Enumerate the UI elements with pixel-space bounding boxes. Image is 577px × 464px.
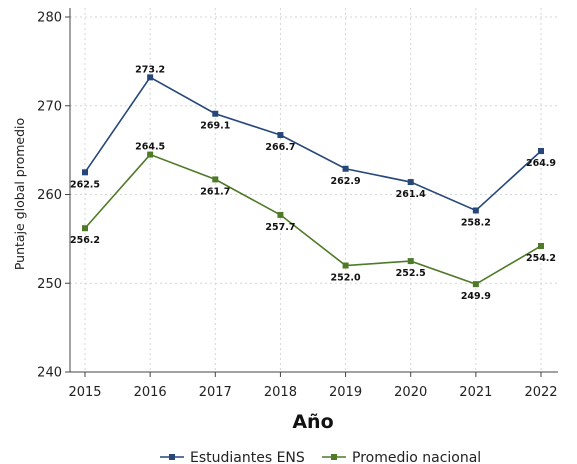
x-tick-label: 2019 [329,385,362,400]
data-label: 252.5 [396,268,426,279]
y-tick-label: 240 [37,366,62,381]
data-label: 258.2 [461,217,491,228]
data-point [342,262,349,269]
data-label: 249.9 [461,291,491,302]
data-point [472,207,479,214]
data-point [472,281,479,288]
data-label: 252.0 [331,273,361,284]
data-label: 257.7 [265,222,295,233]
series-line [84,76,542,212]
y-axis-title: Puntaje global promedio [12,118,27,270]
data-label: 269.1 [200,121,230,132]
x-tick-labels: 2015 2016 2017 2018 2019 2020 2021 2022 [68,385,557,400]
x-axis-title: Año [292,411,333,433]
series-line [84,153,542,286]
data-point [407,258,414,265]
x-tick-label: 2018 [264,385,297,400]
data-label: 264.5 [135,142,165,153]
x-tick-label: 2017 [199,385,232,400]
data-label: 256.2 [70,235,100,246]
legend-label: Promedio nacional [352,450,481,464]
grid-lines [70,8,558,373]
data-label: 264.9 [526,158,556,169]
data-point [212,110,219,117]
data-point [407,179,414,186]
data-label: 261.4 [396,189,426,200]
y-tick-label: 260 [37,188,62,203]
legend-marker [331,454,337,460]
data-label: 266.7 [265,142,295,153]
axes [65,8,558,377]
data-point [277,211,284,218]
series-promedio-nacional: 256.2 264.5 261.7 257.7 252.0 252.5 249.9 254.2 [70,142,556,303]
x-tick-label: 2015 [68,385,101,400]
data-point [82,225,88,232]
data-point [147,74,154,81]
legend: Estudiantes ENS Promedio nacional [160,450,481,464]
data-point [538,148,544,155]
data-point [277,132,284,139]
y-tick-label: 280 [37,11,62,26]
data-label: 262.5 [70,179,100,190]
series-group: 262.5 273.2 269.1 266.7 262.9 261.4 258.2 264.9… [70,64,556,302]
legend-label: Estudiantes ENS [190,450,305,464]
data-point [147,151,154,158]
data-point [212,176,219,183]
x-tick-label: 2022 [524,385,557,400]
legend-marker [169,454,175,460]
legend-item: Promedio nacional [322,450,481,464]
data-point [342,165,349,172]
x-tick-label: 2020 [394,385,427,400]
y-tick-labels: 240 250 260 270 280 [37,11,62,381]
legend-item: Estudiantes ENS [160,450,305,464]
data-point [538,242,544,249]
data-label: 254.2 [526,253,556,264]
data-label: 261.7 [200,186,230,197]
x-tick-label: 2021 [459,385,492,400]
data-label: 262.9 [331,176,361,187]
x-tick-label: 2016 [134,385,167,400]
y-tick-label: 250 [37,277,62,292]
data-point [82,169,88,176]
series-estudiantes-ens: 262.5 273.2 269.1 266.7 262.9 261.4 258.2 264.9 [70,64,556,228]
y-tick-label: 270 [37,99,62,114]
data-label: 273.2 [135,64,165,75]
